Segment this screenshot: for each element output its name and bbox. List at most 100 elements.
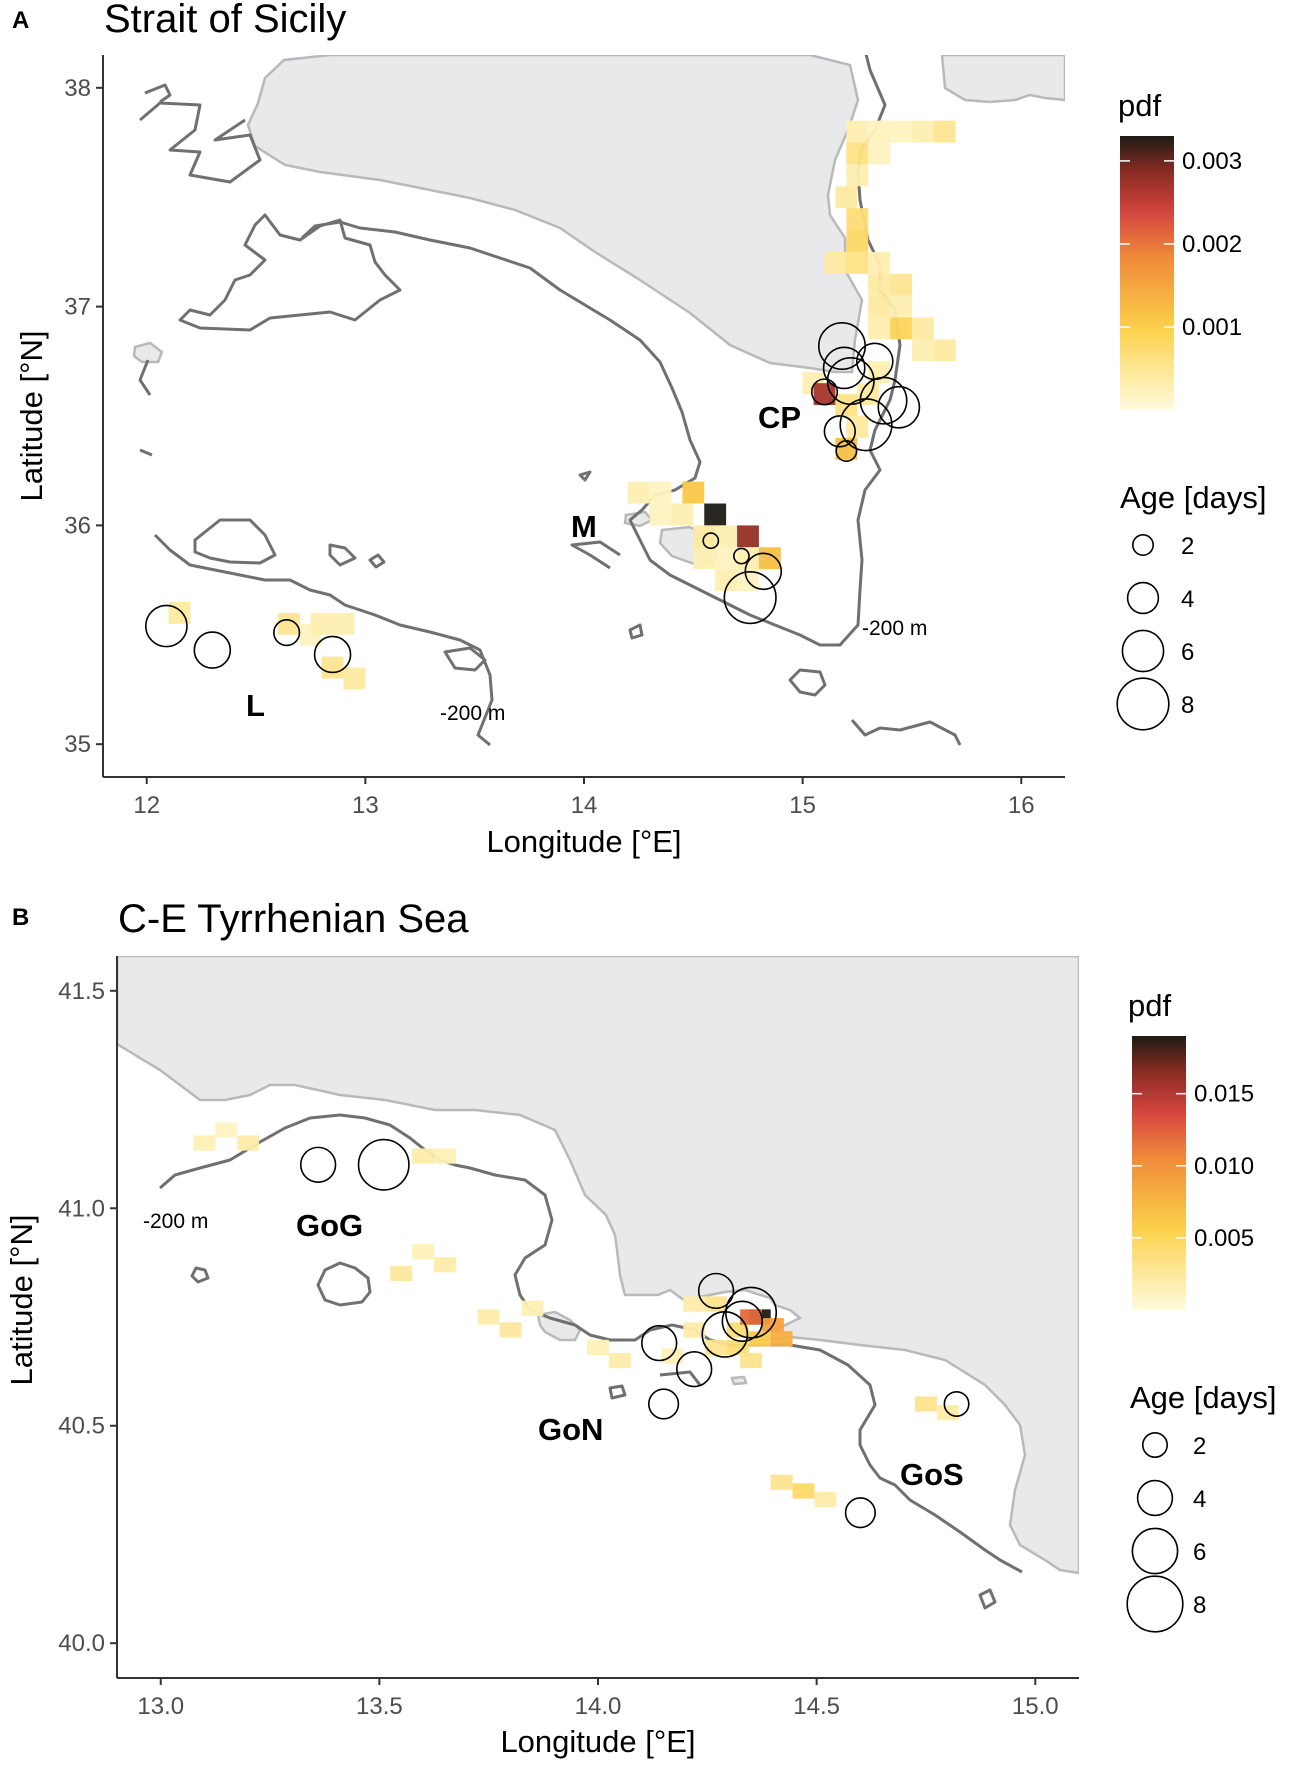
pdf-cell-a-49 [332, 612, 355, 635]
panel-b-pdf-legend-labels: 0.015 0.010 0.005 [1132, 1081, 1254, 1252]
panel-b-age-legend: 2 4 6 8 [1126, 1432, 1206, 1633]
panel-a-pdf-colorbar [1120, 136, 1174, 410]
x-tick-label-b-2: 14.0 [575, 1693, 622, 1720]
pdf-cell-a-15 [890, 273, 912, 296]
panel-b-egg-circles [299, 1138, 970, 1529]
panel-a-pdf-legend-labels: 0.003 0.002 0.001 [1120, 148, 1242, 341]
calabria-land [940, 55, 1065, 104]
pdf-legend-label-b-2: 0.005 [1194, 1225, 1254, 1252]
pdf-cell-a-22 [868, 317, 891, 340]
age-legend-label-a-3: 8 [1181, 692, 1194, 719]
pdf-cell-a-36 [649, 503, 672, 526]
y-tick-label-b-3: 41.5 [58, 978, 105, 1005]
pdf-cell-a-43 [715, 569, 738, 592]
pdf-cell-b-23 [740, 1352, 762, 1369]
capri-land [730, 1375, 748, 1386]
age-legend-label-b-0: 2 [1193, 1433, 1206, 1460]
contour-label-a2: -200 m [440, 702, 505, 725]
pdf-cell-b-5 [390, 1265, 413, 1282]
y-tick-label-b-0: 40.0 [58, 1630, 105, 1657]
pdf-cell-b-6 [434, 1257, 456, 1273]
egg-circle-a-7 [839, 398, 893, 452]
panel-b-letter: B [12, 904, 29, 931]
panel-a-ticks: 12 13 14 15 16 35 36 37 38 [64, 75, 1034, 819]
pdf-cell-a-41 [758, 547, 781, 570]
panel-b-ylabel: Latitude [°N] [4, 1215, 39, 1386]
pdf-cell-a-5 [846, 142, 869, 165]
panel-b-pdf-legend-title: pdf [1128, 988, 1171, 1023]
pdf-legend-label-a-0: 0.003 [1182, 148, 1242, 175]
pdf-cell-b-14 [705, 1296, 727, 1312]
pdf-cell-a-3 [911, 120, 934, 143]
region-label-cp: CP [758, 400, 801, 435]
egg-circle-a-10 [744, 552, 783, 591]
pdf-cell-b-3 [412, 1148, 435, 1164]
pdf-cell-b-1 [237, 1135, 260, 1151]
y-tick-label-b-1: 40.5 [58, 1413, 105, 1440]
pdf-cell-a-16 [868, 295, 891, 318]
pdf-cell-a-34 [737, 525, 759, 548]
pdf-cell-a-45 [168, 601, 191, 624]
egg-circle-a-1 [822, 346, 866, 390]
panel-a-age-legend-title: Age [days] [1120, 480, 1266, 515]
panel-b-pdf-cells [193, 1122, 959, 1508]
panel-b-pdf-colorbar [1132, 1036, 1186, 1310]
panel-a-pdf-legend-title: pdf [1118, 88, 1161, 123]
pdf-cell-b-11 [587, 1339, 609, 1356]
egg-circle-b-3 [725, 1286, 778, 1339]
egg-circle-b-8 [647, 1388, 680, 1420]
pdf-cell-a-50 [321, 656, 344, 679]
panel-b-title: C-E Tyrrhenian Sea [118, 897, 469, 941]
egg-circle-a-8 [823, 415, 857, 448]
egg-circle-a-15 [193, 631, 232, 669]
egg-circle-a-9 [835, 440, 858, 463]
age-legend-circle-a-0 [1132, 533, 1155, 556]
pdf-cell-b-19 [770, 1331, 793, 1347]
age-legend-label-b-1: 4 [1193, 1486, 1206, 1513]
pdf-cell-a-31 [649, 481, 672, 504]
y-tick-label-a-0: 35 [64, 731, 91, 758]
age-legend-circle-b-2 [1131, 1527, 1179, 1575]
pdf-cell-a-20 [911, 339, 934, 362]
age-legend-circle-b-3 [1126, 1575, 1184, 1633]
x-tick-label-a-1: 13 [352, 792, 379, 819]
egg-circle-a-11 [723, 570, 777, 625]
pdf-cell-a-21 [933, 339, 956, 362]
age-legend-circle-a-2 [1121, 629, 1165, 673]
egg-circle-a-13 [733, 547, 750, 565]
contour-200m-south [138, 359, 962, 747]
egg-circle-b-2 [697, 1272, 735, 1310]
region-label-m: M [571, 509, 597, 544]
x-tick-label-a-4: 16 [1008, 792, 1035, 819]
age-legend-circle-a-3 [1116, 677, 1170, 731]
age-legend-label-a-2: 6 [1181, 639, 1194, 666]
age-legend-circle-a-1 [1126, 581, 1160, 615]
pdf-legend-label-a-2: 0.001 [1182, 314, 1242, 341]
contour-200m-north [139, 83, 402, 332]
pdf-legend-label-b-0: 0.015 [1194, 1081, 1254, 1108]
panel-a-letter: A [12, 7, 29, 34]
region-label-gog: GoG [296, 1208, 363, 1243]
pdf-cell-a-17 [890, 295, 912, 318]
y-tick-label-a-2: 37 [64, 294, 91, 321]
pdf-cell-a-4 [933, 120, 956, 143]
panel-b-map [117, 956, 1079, 1610]
pdf-cell-a-14 [868, 273, 891, 296]
region-label-gos: GoS [900, 1457, 964, 1492]
x-tick-label-b-1: 13.5 [356, 1693, 403, 1720]
pdf-cell-a-35 [671, 503, 694, 526]
pdf-cell-b-17 [740, 1309, 762, 1325]
contour-200m-b [159, 1113, 1023, 1610]
pdf-cell-b-13 [683, 1296, 706, 1312]
y-tick-label-b-2: 41.0 [58, 1195, 105, 1222]
region-label-l: L [246, 688, 265, 723]
pdf-cell-a-32 [682, 481, 705, 504]
egg-circle-a-6 [877, 385, 921, 429]
pdf-cell-b-24 [683, 1322, 706, 1338]
pdf-cell-b-12 [608, 1352, 631, 1369]
pdf-cell-a-10 [846, 230, 869, 252]
pdf-cell-a-25 [835, 394, 858, 416]
pdf-cell-b-4 [434, 1148, 456, 1164]
panel-a-ylabel: Latitude [°N] [14, 331, 49, 502]
pdf-cell-a-8 [835, 186, 858, 209]
